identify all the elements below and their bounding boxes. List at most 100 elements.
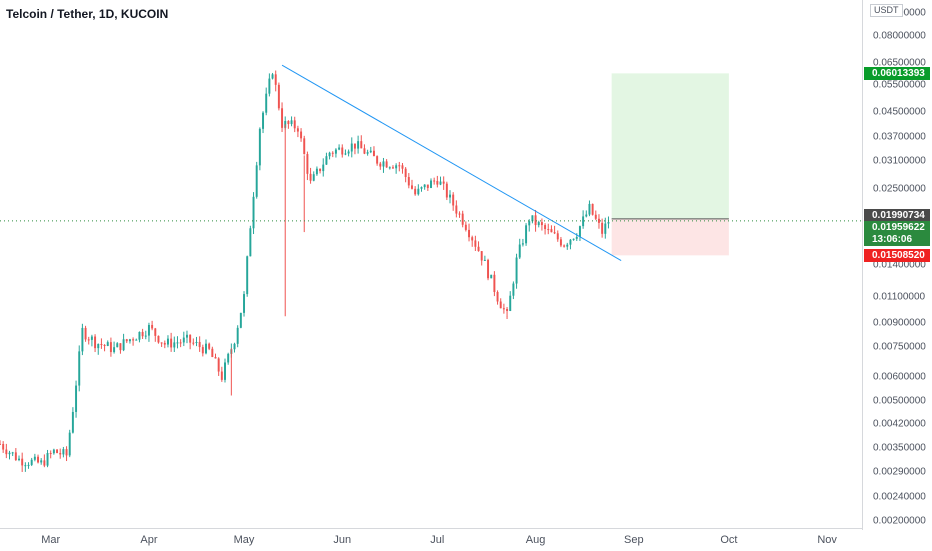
candle-body — [27, 464, 30, 466]
candle-body — [128, 339, 131, 342]
candle-body — [71, 411, 74, 433]
candle-body — [585, 214, 588, 217]
candle-body — [455, 205, 458, 214]
price-tick-label: 0.00600000 — [873, 371, 926, 383]
time-tick-label: Aug — [525, 534, 546, 546]
candle-body — [417, 188, 420, 195]
candle-body — [30, 459, 33, 465]
candle-body — [100, 343, 103, 345]
candle-body — [487, 259, 490, 279]
candle-body — [144, 335, 147, 337]
candle-body — [398, 165, 401, 167]
candle-body — [597, 218, 600, 223]
candle-body — [132, 339, 135, 341]
price-tick-label: 0.02500000 — [873, 183, 926, 195]
price-chart[interactable] — [0, 0, 862, 528]
candle-body — [379, 163, 382, 167]
candle-body — [436, 180, 439, 185]
candle-body — [214, 356, 217, 359]
candle-body — [106, 342, 109, 346]
candle-body — [385, 161, 388, 168]
candle-body — [594, 214, 597, 219]
candle-body — [224, 362, 226, 380]
candle-body — [499, 301, 502, 309]
candle-body — [21, 458, 24, 466]
candle-body — [49, 453, 52, 455]
candle-body — [249, 228, 252, 257]
loss-zone — [611, 218, 729, 256]
candle-body — [84, 327, 87, 340]
price-tick-label: 0.00420000 — [873, 418, 926, 430]
candle-body — [0, 443, 1, 445]
candle-body — [116, 343, 119, 348]
candle-body — [388, 167, 391, 169]
price-tick-label: 0.05500000 — [873, 79, 926, 91]
candle-body — [176, 342, 179, 344]
candle-body — [233, 343, 236, 350]
candle-body — [363, 148, 366, 154]
candle-body — [512, 283, 515, 296]
candle-body — [322, 164, 325, 172]
candle-body — [274, 74, 277, 85]
candle-body — [97, 343, 100, 349]
candle-body — [344, 153, 347, 155]
candle-body — [502, 308, 505, 310]
candle-body — [372, 150, 375, 157]
candle-body — [119, 343, 122, 351]
candle-body — [103, 344, 106, 346]
candle-body — [331, 152, 334, 154]
price-tick-label: 0.00350000 — [873, 442, 926, 454]
candle-body — [220, 371, 223, 380]
candle-body — [166, 338, 169, 345]
candle-body — [414, 188, 417, 195]
candle-body — [534, 215, 537, 226]
candle-body — [81, 327, 84, 352]
price-tick-label: 0.01100000 — [873, 291, 926, 303]
candle-body — [90, 336, 93, 340]
candle-body — [547, 229, 550, 231]
candle-body — [271, 74, 274, 79]
candle-body — [559, 239, 562, 246]
candle-body — [569, 239, 572, 245]
candle-body — [347, 151, 350, 154]
candle-body — [18, 458, 20, 460]
candle-body — [138, 331, 141, 340]
price-tick-label: 0.00500000 — [873, 395, 926, 407]
candle-body — [252, 196, 255, 229]
take-profit-price-label: 0.06013393 — [864, 67, 930, 81]
candle-body — [125, 339, 128, 342]
candle-body — [566, 244, 569, 247]
candle-body — [75, 385, 78, 412]
candle-body — [109, 342, 112, 353]
candle-body — [52, 449, 55, 454]
candle-body — [420, 187, 423, 189]
candle-body — [170, 338, 173, 348]
chart-title: Telcoin / Tether, 1D, KUCOIN — [6, 7, 169, 21]
price-tick-label: 0.08000000 — [873, 30, 926, 42]
entry-price-label: 0.01990734 — [864, 208, 930, 222]
candle-body — [268, 78, 271, 94]
candle-body — [24, 465, 27, 467]
price-tick-label: 0.00750000 — [873, 341, 926, 353]
candle-body — [544, 225, 547, 230]
price-tick-label: 0.03700000 — [873, 131, 926, 143]
candle-body — [147, 324, 150, 336]
price-tick-label: 0.06500000 — [873, 57, 926, 69]
candle-body — [360, 141, 363, 149]
candle-body — [578, 226, 581, 237]
candle-body — [189, 334, 192, 343]
time-tick-label: Apr — [140, 534, 158, 546]
candle-body — [509, 295, 512, 311]
bar-countdown-label: 13:06:06 — [864, 232, 930, 246]
candle-body — [553, 232, 556, 234]
candle-body — [179, 342, 182, 344]
candle-body — [601, 222, 604, 234]
candle-body — [303, 138, 306, 155]
time-scale[interactable]: Mar Apr May Jun Jul Aug Sep Oct Nov — [0, 528, 862, 551]
candle-body — [518, 244, 521, 258]
candle-body — [68, 432, 71, 456]
candle-body — [461, 213, 464, 225]
candle-body — [439, 181, 442, 185]
candle-body — [411, 185, 413, 189]
